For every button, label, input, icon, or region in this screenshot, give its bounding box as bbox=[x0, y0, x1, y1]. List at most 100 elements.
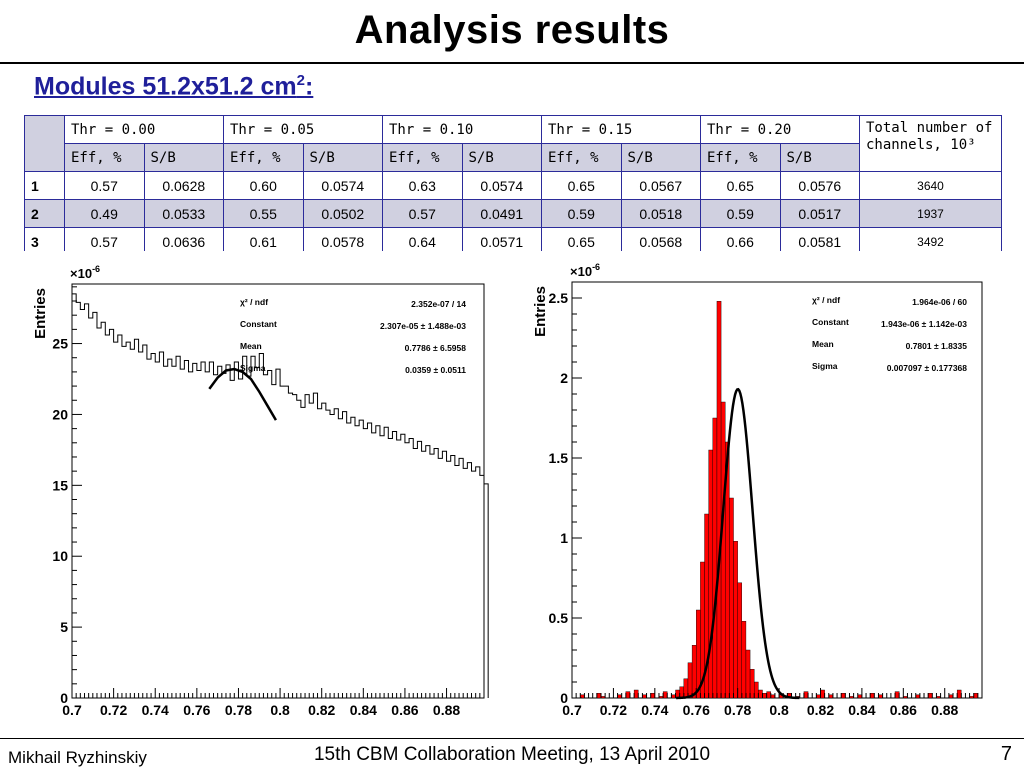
subtitle-colon: : bbox=[304, 72, 314, 101]
table-cell: 0.0628 bbox=[143, 171, 224, 200]
corner-cell bbox=[24, 115, 65, 172]
y-tick-label: 15 bbox=[52, 477, 68, 493]
y-tick-label: 1 bbox=[560, 530, 568, 546]
histogram-bin bbox=[708, 449, 714, 699]
threshold-header: Thr = 0.15 bbox=[541, 115, 701, 144]
histogram-bin bbox=[733, 541, 738, 699]
table-cell: 0.65 bbox=[700, 171, 781, 200]
y-axis-label: Entries bbox=[532, 286, 549, 337]
y-tick-label: 10 bbox=[52, 548, 68, 564]
histogram-bin bbox=[662, 691, 668, 699]
histogram-bin bbox=[754, 681, 759, 699]
table-cell: 0.57 bbox=[64, 171, 145, 200]
histogram-bin bbox=[948, 694, 954, 699]
eff-header: Eff, % bbox=[223, 143, 304, 172]
histogram-bin bbox=[927, 693, 933, 699]
threshold-header: Thr = 0.10 bbox=[382, 115, 542, 144]
histogram-bin bbox=[915, 694, 921, 699]
x-tick-label: 0.78 bbox=[724, 702, 751, 718]
histogram-bin bbox=[625, 691, 631, 699]
table-cell: 0.60 bbox=[223, 171, 304, 200]
y-axis-label: Entries bbox=[32, 288, 49, 339]
table-cell: 0.55 bbox=[223, 199, 304, 228]
x-tick-label: 0.86 bbox=[890, 702, 917, 718]
histogram-bin bbox=[857, 694, 863, 699]
table-cell: 0.49 bbox=[64, 199, 145, 228]
histogram-bin bbox=[642, 694, 647, 699]
histogram-bin bbox=[658, 696, 664, 699]
histogram-bin bbox=[903, 696, 908, 699]
title-divider bbox=[0, 62, 1024, 64]
y-tick-label: 2.5 bbox=[549, 290, 569, 306]
sb-header: S/B bbox=[461, 143, 542, 172]
table-cell: 0.64 bbox=[382, 227, 463, 251]
sb-header: S/B bbox=[302, 143, 383, 172]
histogram-bin bbox=[803, 691, 809, 699]
histogram-bin bbox=[869, 693, 875, 699]
x-tick-label: 0.76 bbox=[183, 702, 210, 718]
stats-value: 2.352e-07 / 14 bbox=[411, 299, 466, 309]
histogram-bin bbox=[956, 689, 962, 699]
table-row: 2 0.49 0.0533 0.55 0.0502 0.57 0.0491 0.… bbox=[24, 199, 1002, 228]
x-tick-label: 0.72 bbox=[600, 702, 627, 718]
stats-value: 1.943e-06 ± 1.142e-03 bbox=[881, 319, 967, 329]
histogram-bin bbox=[745, 649, 751, 699]
histogram-bin bbox=[600, 696, 606, 699]
histogram-bin bbox=[712, 417, 718, 699]
modules-subtitle[interactable]: Modules 51.2x51.2 cm2: bbox=[34, 72, 313, 101]
y-tick-label: 2 bbox=[560, 370, 568, 386]
histogram-bin bbox=[828, 694, 834, 699]
y-tick-label: 20 bbox=[52, 406, 68, 422]
histogram-right-chart: 0.7 0.72 0.74 0.76 0.78 0.8 0.82 0.84 0.86 0.88 0 0… bbox=[532, 262, 983, 718]
table-cell: 0.0636 bbox=[143, 227, 224, 251]
stats-label: Mean bbox=[240, 341, 262, 351]
stats-value: 0.007097 ± 0.177368 bbox=[887, 363, 968, 373]
x-tick-label: 0.82 bbox=[308, 702, 335, 718]
footer-author: Mikhail Ryzhinskiy bbox=[8, 748, 147, 767]
table-cell: 0.65 bbox=[541, 171, 622, 200]
scale-exponent: -6 bbox=[92, 264, 100, 274]
table-cell: 0.61 bbox=[223, 227, 304, 251]
x-tick-label: 0.72 bbox=[100, 702, 127, 718]
table-cell: 0.0567 bbox=[620, 171, 701, 200]
eff-header: Eff, % bbox=[382, 143, 463, 172]
table-cell: 0.0491 bbox=[461, 199, 542, 228]
stats-label: χ² / ndf bbox=[240, 297, 268, 307]
x-tick-label: 0.88 bbox=[433, 702, 460, 718]
table-cell: 0.66 bbox=[700, 227, 781, 251]
x-tick-label: 0.76 bbox=[683, 702, 710, 718]
y-tick-label: 0.5 bbox=[549, 610, 569, 626]
y-tick-label: 25 bbox=[52, 336, 68, 352]
subtitle-superscript: 2 bbox=[296, 72, 305, 89]
results-table-container: Thr = 0.00 Thr = 0.05 Thr = 0.10 Thr = 0… bbox=[24, 115, 1002, 251]
histogram-bin bbox=[816, 694, 821, 699]
scale-base: ×10 bbox=[70, 266, 92, 281]
eff-header: Eff, % bbox=[541, 143, 622, 172]
table-cell: 0.0574 bbox=[461, 171, 542, 200]
sb-header: S/B bbox=[620, 143, 701, 172]
row-label: 3 bbox=[24, 227, 65, 251]
threshold-header: Thr = 0.00 bbox=[64, 115, 224, 144]
histogram-bin bbox=[729, 497, 734, 699]
sb-header: S/B bbox=[143, 143, 224, 172]
slide-title: Analysis results bbox=[354, 8, 670, 52]
histogram-bin bbox=[749, 669, 755, 699]
table-row: 1 0.57 0.0628 0.60 0.0574 0.63 0.0574 0.… bbox=[24, 171, 1002, 200]
table-cell: 0.0568 bbox=[620, 227, 701, 251]
histogram-bin bbox=[973, 693, 979, 699]
x-tick-label: 0.78 bbox=[225, 702, 252, 718]
histogram-bin bbox=[936, 696, 941, 699]
y-tick-label: 0 bbox=[560, 690, 568, 706]
table-cell: 0.57 bbox=[64, 227, 145, 251]
histogram-bin bbox=[650, 693, 656, 699]
histogram-bin bbox=[687, 662, 693, 699]
table-cell: 0.59 bbox=[541, 199, 622, 228]
y-tick-label: 5 bbox=[60, 619, 68, 635]
table-cell: 0.0578 bbox=[302, 227, 383, 251]
scale-factor-label: ×10-6 bbox=[570, 262, 600, 279]
table-cell: 0.57 bbox=[382, 199, 463, 228]
x-tick-label: 0.88 bbox=[931, 702, 958, 718]
table-cell: 0.0581 bbox=[779, 227, 860, 251]
table-cell: 0.0533 bbox=[143, 199, 224, 228]
plot-frame bbox=[71, 283, 485, 699]
